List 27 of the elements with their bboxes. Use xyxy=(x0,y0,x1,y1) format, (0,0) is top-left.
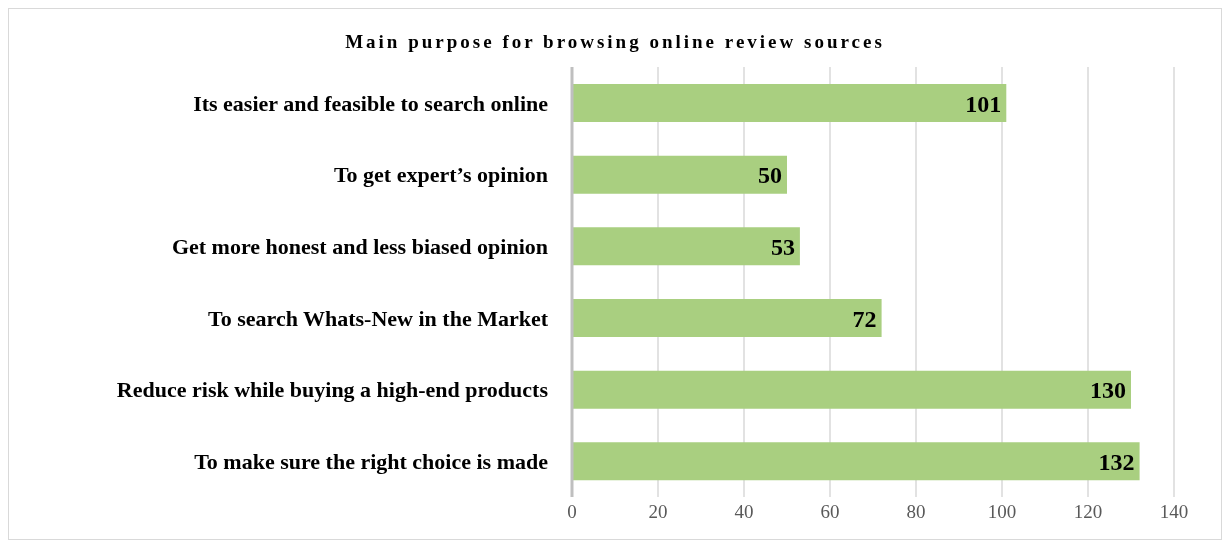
y-tick-label: Get more honest and less biased opinion xyxy=(171,233,548,259)
x-tick-label: 60 xyxy=(820,501,840,523)
x-tick-label: 40 xyxy=(734,501,754,523)
data-label: 101 xyxy=(965,90,1002,117)
x-tick-label: 0 xyxy=(567,501,577,523)
y-tick-label: To get expert’s opinion xyxy=(333,162,548,188)
bar xyxy=(572,299,882,337)
bar xyxy=(572,84,1007,122)
y-tick-label: To make sure the right choice is made xyxy=(194,448,549,474)
y-tick-label: Its easier and feasible to search online xyxy=(193,90,549,116)
chart-title: Main purpose for browsing online review sources xyxy=(344,31,886,54)
y-tick-label: To search Whats-New in the Market xyxy=(208,305,549,331)
bar xyxy=(572,155,787,194)
x-tick-label: 100 xyxy=(987,501,1017,523)
data-label: 50 xyxy=(758,162,782,189)
y-tick-label: Reduce risk while buying a high-end products xyxy=(116,377,549,403)
data-label: 132 xyxy=(1098,448,1135,475)
x-tick-label: 20 xyxy=(648,501,668,523)
bar xyxy=(572,227,800,266)
bar xyxy=(572,442,1140,481)
x-tick-label: 80 xyxy=(906,501,926,523)
data-label: 72 xyxy=(852,305,877,332)
data-label: 130 xyxy=(1090,377,1126,404)
x-tick-label: 120 xyxy=(1073,501,1103,523)
bar xyxy=(572,370,1131,409)
x-tick-label: 140 xyxy=(1159,501,1189,523)
data-label: 53 xyxy=(770,233,795,260)
